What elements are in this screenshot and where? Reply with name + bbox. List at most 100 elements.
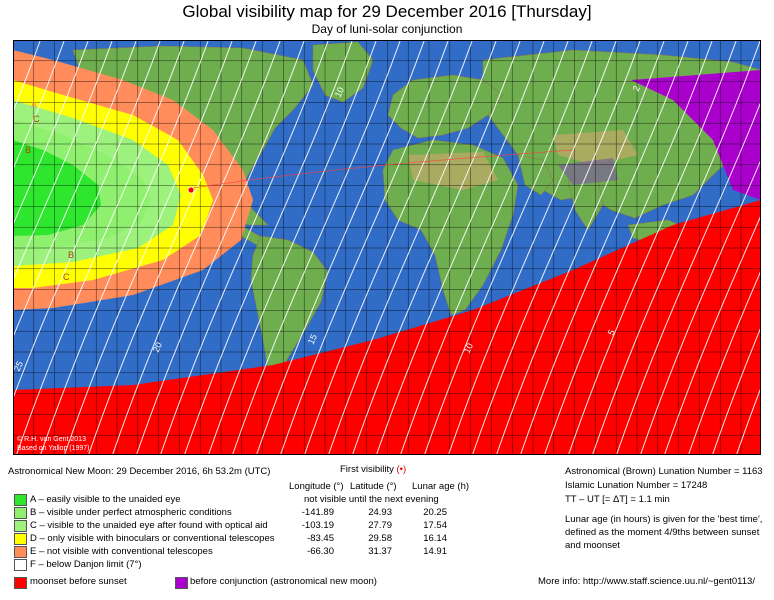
- swatch-C: [14, 520, 27, 532]
- delta-t: TT – UT [= ΔT] = 1.1 min: [565, 494, 670, 505]
- contour-labels: 10 15 20 25 10 5 2: [13, 84, 642, 373]
- contour-label: 15: [306, 333, 319, 346]
- swatch-D: [14, 533, 27, 545]
- age-contour-line: [711, 326, 761, 455]
- age-contour-line: [231, 40, 401, 455]
- age-contour-line: [663, 214, 761, 455]
- lon-E: -66.30: [307, 546, 334, 557]
- note-line-1: Lunar age (in hours) is given for the 'b…: [565, 514, 763, 525]
- age-C: 17.54: [423, 520, 447, 531]
- credit-line: © R.H. van Gent 2013: [17, 436, 86, 443]
- age-contour-line: [447, 40, 617, 455]
- age-contour-line: [519, 40, 689, 455]
- age-contour-line: [39, 40, 209, 455]
- age-B: 20.25: [423, 507, 447, 518]
- legend-conjunction: before conjunction (astronomical new moo…: [190, 576, 377, 587]
- age-contour-line: [207, 40, 377, 455]
- lon-B: -141.89: [301, 507, 334, 518]
- swatch-conjunction: [175, 577, 188, 589]
- lat-B: 24.93: [368, 507, 392, 518]
- note-line-3: and moonset: [565, 540, 620, 551]
- age-contour-line: [15, 40, 185, 455]
- age-contour-line: [639, 158, 761, 455]
- col-header-lunar-age: Lunar age (h): [412, 481, 470, 492]
- age-contour-line: [63, 40, 233, 455]
- lat-D: 29.58: [368, 533, 392, 544]
- brown-lunation: Astronomical (Brown) Lunation Number = 1…: [565, 466, 763, 477]
- age-contour-line: [351, 40, 521, 455]
- swatch-A: [14, 494, 27, 506]
- visibility-map: 10 15 20 25 10 5 2 A B C B C: [13, 40, 761, 455]
- zone-letter: B: [68, 250, 74, 260]
- legend-A: A – easily visible to the unaided eye: [30, 494, 181, 505]
- new-moon-line: Astronomical New Moon: 29 December 2016,…: [8, 466, 271, 477]
- age-contour-line: [567, 40, 737, 455]
- col-header-latitude: Latitude (°): [350, 481, 397, 492]
- legend-D: D – only visible with binoculars or conv…: [30, 533, 275, 544]
- swatch-moonset: [14, 577, 27, 589]
- age-contour-line: [13, 40, 113, 282]
- map-title: Global visibility map for 29 December 20…: [182, 2, 592, 21]
- age-contour-line: [375, 40, 545, 455]
- more-info-link[interactable]: More info: http://www.staff.science.uu.n…: [538, 576, 755, 587]
- lat-E: 31.37: [368, 546, 392, 557]
- age-contour-line: [591, 40, 761, 455]
- zone-letters: A B C B C: [25, 100, 74, 282]
- col-header-longitude: Longitude (°): [289, 481, 344, 492]
- contour-label: 10: [462, 342, 475, 355]
- age-contour-line: [303, 40, 473, 455]
- zone-A: [13, 140, 101, 236]
- zone-letter: B: [25, 145, 31, 155]
- age-contour-line: [13, 40, 65, 171]
- islamic-lunation: Islamic Lunation Number = 17248: [565, 480, 708, 491]
- credit-line: Based on Yallop (1997): [17, 445, 90, 452]
- legend-C: C – visible to the unaided eye after fou…: [30, 520, 268, 531]
- legend-B: B – visible under perfect atmospheric co…: [30, 507, 232, 518]
- contour-label: 25: [13, 360, 25, 373]
- age-contour-line: [135, 40, 305, 455]
- age-contour-line: [471, 40, 641, 455]
- age-contour-line: [495, 40, 665, 455]
- lon-D: -83.45: [307, 533, 334, 544]
- first-visibility-label: First visibility: [340, 464, 394, 475]
- note-line-2: defined as the moment 4/9ths between sun…: [565, 527, 760, 538]
- age-contour-line: [255, 40, 425, 455]
- age-contour-line: [423, 40, 593, 455]
- lat-C: 27.79: [368, 520, 392, 531]
- zone-letter: C: [33, 114, 40, 124]
- age-contour-line: [159, 40, 329, 455]
- first-visibility-marker: [187, 186, 195, 194]
- age-contour-line: [615, 100, 761, 455]
- map-subtitle: Day of luni-solar conjunction: [311, 22, 463, 36]
- swatch-B: [14, 507, 27, 519]
- zone-letter: C: [63, 272, 70, 282]
- contour-label: 10: [333, 86, 346, 99]
- age-contour-line: [13, 40, 41, 113]
- swatch-E: [14, 546, 27, 558]
- age-contour-line: [327, 40, 497, 455]
- zone-letter: A: [31, 100, 37, 110]
- age-contour-line: [13, 40, 89, 226]
- lunar-age-contours: [13, 40, 761, 455]
- lon-C: -103.19: [301, 520, 334, 531]
- age-contour-line: [687, 269, 761, 455]
- age-contour-line: [111, 40, 281, 455]
- legend-moonset: moonset before sunset: [30, 576, 127, 587]
- age-D: 16.14: [423, 533, 447, 544]
- first-visibility-header: First visibility (•): [340, 464, 406, 475]
- age-contour-line: [543, 40, 713, 455]
- sun-path-line: [192, 149, 574, 189]
- age-contour-line: [183, 40, 353, 455]
- first-visibility-marker-text: (•): [396, 464, 407, 475]
- legend-F: F – below Danjon limit (7°): [30, 559, 142, 570]
- not-visible-text: not visible until the next evening: [304, 494, 439, 505]
- age-E: 14.91: [423, 546, 447, 557]
- legend-E: E – not visible with conventional telesc…: [30, 546, 213, 557]
- contour-label: 20: [151, 341, 164, 354]
- age-contour-line: [399, 40, 569, 455]
- swatch-F: [14, 559, 27, 571]
- age-contour-line: [279, 40, 449, 455]
- contour-label: 5: [606, 328, 617, 337]
- contour-label: 2: [631, 84, 642, 93]
- age-contour-line: [87, 40, 257, 455]
